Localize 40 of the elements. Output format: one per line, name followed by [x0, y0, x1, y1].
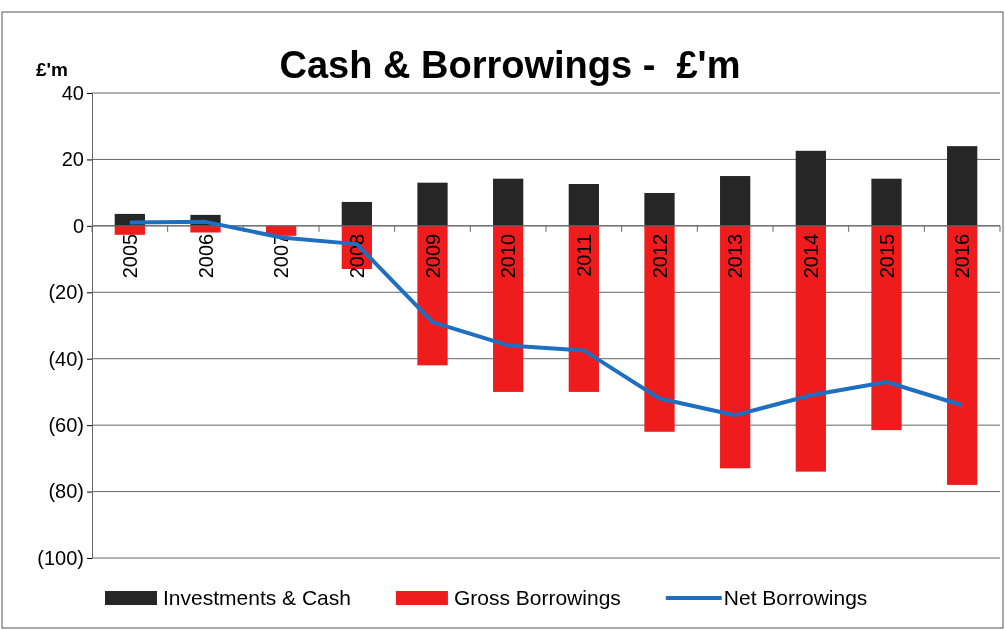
bar — [644, 225, 675, 432]
bar — [341, 201, 372, 226]
legend-label: Gross Borrowings — [453, 586, 621, 609]
y-tick-label: (40) — [48, 347, 84, 370]
bar — [568, 184, 599, 226]
y-tick-label: (20) — [48, 281, 84, 304]
bar — [871, 178, 902, 226]
bar — [795, 150, 826, 226]
x-tick-label: 2015 — [875, 233, 898, 279]
bar — [417, 182, 448, 226]
bar — [947, 146, 978, 226]
x-tick-label: 2013 — [724, 233, 747, 279]
x-tick-label: 2014 — [799, 233, 822, 279]
bar — [871, 225, 902, 431]
x-tick-label: 2012 — [648, 233, 671, 279]
y-tick-label: 40 — [61, 81, 84, 104]
bar — [947, 225, 978, 485]
y-tick-label: (60) — [48, 414, 84, 437]
legend-label: Investments & Cash — [163, 586, 351, 609]
chart-title: Cash & Borrowings - £'m — [279, 44, 741, 86]
x-tick-label: 2006 — [194, 233, 217, 279]
bar — [644, 192, 675, 226]
x-tick-label: 2016 — [951, 233, 974, 279]
bar — [493, 225, 524, 392]
x-tick-label: 2011 — [572, 233, 595, 277]
bar — [568, 225, 599, 392]
bar — [795, 225, 826, 472]
x-tick-label: 2009 — [421, 233, 444, 279]
legend-label: Net Borrowings — [723, 586, 868, 609]
bar — [720, 176, 751, 226]
y-tick-label: (80) — [48, 480, 84, 503]
bar — [720, 225, 751, 469]
y-tick-label: 20 — [61, 148, 84, 171]
bar — [190, 225, 221, 233]
x-tick-label: 2005 — [118, 233, 141, 279]
bar — [493, 178, 524, 226]
y-tick-label: 0 — [72, 214, 84, 237]
y-tick-label: (100) — [37, 546, 84, 569]
y-axis-title: £'m — [36, 59, 68, 80]
x-tick-label: 2010 — [497, 233, 520, 279]
